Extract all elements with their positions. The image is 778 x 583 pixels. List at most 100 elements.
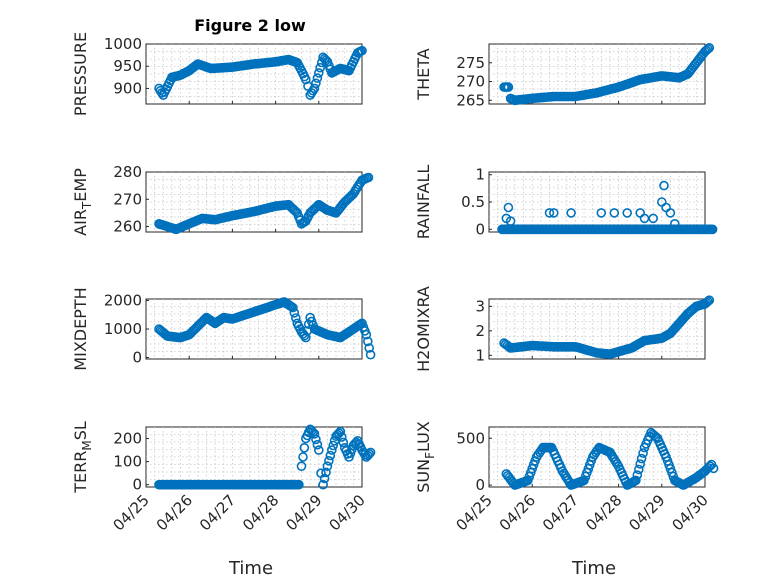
data-point [609,208,620,218]
x-tick-label: 04/30 [326,491,369,534]
y-tick-label: 900 [113,79,142,97]
data-point [289,307,300,318]
subplot-rainfall: 0 0.5 1 RAINFALL [414,165,718,239]
data-point [294,479,304,490]
data-point [309,429,320,439]
x-tick-label: 04/29 [282,491,325,534]
y-tick-label: 275 [456,54,485,72]
y-tick-label: 1000 [104,320,142,338]
data-point [632,470,643,480]
data-series [154,45,367,100]
y-tick-label: 270 [113,190,142,208]
data-point [326,445,337,455]
data-point [361,329,372,340]
data-point [365,349,376,360]
data-point [631,475,641,486]
data-series [501,427,719,490]
data-point [299,330,310,341]
y-tick-label: 265 [456,91,485,109]
data-point [336,432,347,442]
y-tick-label: 270 [456,73,485,91]
grid [146,427,362,487]
y-tick-label: 2 [475,322,485,340]
y-tick-label: 0 [475,220,485,238]
data-point [703,44,713,54]
data-point [289,205,300,215]
subplot-sun_flux: 0 500 SUNFLUX 04/25 04/26 04/27 04/28 04/29 04/3… [414,421,719,534]
data-point [566,208,576,218]
data-series [497,180,718,235]
subplot-h2omixra: 1 2 3 H2OMIXRA [414,286,715,372]
data-point [708,463,719,474]
data-point [321,55,331,66]
data-point [364,449,375,459]
data-point [311,434,321,445]
data-point [318,479,328,490]
data-series [499,42,715,106]
data-point [701,45,712,56]
data-point [665,208,676,218]
data-point [321,467,331,478]
x-tick-label: 04/28 [239,491,282,534]
x-tick-label: 04/26 [153,491,196,534]
data-series [154,424,376,490]
data-point [328,440,339,451]
y-tick-label: 0.5 [461,193,485,211]
data-point [312,439,323,450]
data-point [638,448,648,458]
y-tick-label: 1 [475,166,485,184]
data-point [701,297,712,308]
data-point [300,332,311,343]
data-point [596,208,607,218]
y-tick-label: 100 [113,453,142,471]
data-point [288,302,298,313]
data-point [633,464,644,475]
data-point [290,206,301,217]
data-point [296,461,307,472]
data-point [648,213,659,224]
data-point [324,455,334,466]
y-tick-label: 0 [132,349,142,367]
data-point [659,180,669,191]
y-tick-label: 0 [475,476,485,494]
data-point [338,437,349,448]
data-point [303,319,314,330]
x-tick-label: 04/30 [669,491,712,534]
data-point [313,68,324,78]
data-point [669,219,680,229]
x-tick-label: 04/27 [196,491,239,534]
y-axis-label: TERRMSL [71,421,94,494]
data-point [325,450,336,461]
x-tick-label: 04/27 [539,491,582,534]
y-axis-label: THETA [414,48,433,100]
data-series [499,295,715,359]
data-series [154,297,376,360]
y-axis-label: AIRTEMP [71,168,94,236]
subplot-air_temp: 260 270 280 AIRTEMP [71,163,374,236]
data-point [322,461,333,472]
x-tick-label: 04/26 [496,491,539,534]
x-tick-label: 04/29 [625,491,668,534]
y-tick-label: 1000 [104,35,142,53]
data-point [312,73,323,83]
x-tick-label: 04/28 [582,491,625,534]
y-tick-label: 2000 [104,291,142,309]
y-axis-label: SUNFLUX [414,421,437,493]
data-point [363,172,374,183]
data-point [313,445,324,455]
data-point [503,82,514,92]
data-point [365,447,376,458]
data-point [311,78,321,89]
subplot-mixdepth: 0 1000 2000 MIXDEPTH [71,287,376,371]
data-point [290,313,301,323]
y-tick-label: 3 [475,297,485,315]
data-point [315,62,326,73]
y-axis-label: PRESSURE [71,32,90,116]
x-tick-label: 04/25 [110,491,153,534]
data-point [319,53,330,64]
data-point [299,442,310,453]
data-series [154,172,374,235]
data-point [636,453,647,464]
data-point [505,216,516,226]
data-point [357,45,367,56]
